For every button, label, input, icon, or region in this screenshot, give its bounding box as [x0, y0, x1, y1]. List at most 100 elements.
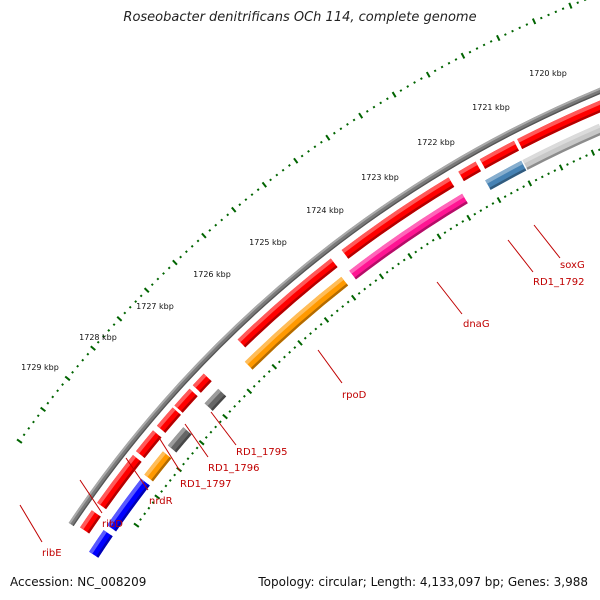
ring-dot: [475, 47, 479, 50]
ring-dot: [61, 383, 64, 386]
ring-dot: [81, 358, 85, 362]
ring-dot: [36, 414, 40, 418]
ring-dot: [346, 300, 350, 304]
ring-dot: [252, 384, 256, 388]
ring-dot: [242, 394, 246, 398]
ring-dot: [151, 501, 155, 504]
ring-major-tick: [222, 413, 228, 420]
ring-dot: [107, 329, 111, 332]
ring-major-tick: [466, 214, 472, 221]
label-leader-line: [533, 224, 561, 259]
gene-block-g: [458, 161, 481, 182]
ring-major-tick: [325, 134, 331, 141]
gene-block-f: [341, 177, 455, 259]
label-leader-line: [184, 423, 209, 458]
ring-dot: [413, 81, 416, 84]
gene-block-i: [517, 100, 600, 149]
ring-dot: [420, 77, 423, 80]
ring-dot: [96, 340, 100, 344]
ring-dot: [76, 364, 80, 368]
ring-dot: [357, 291, 361, 295]
ring-major-tick: [64, 375, 71, 382]
ring-dot: [504, 33, 507, 36]
ring-dot: [534, 178, 538, 182]
ring-dot: [168, 479, 172, 482]
ring-dot: [147, 506, 151, 510]
ring-major-tick: [133, 522, 140, 528]
label-leader-line: [210, 411, 237, 446]
scale-label: 1720 kbp: [529, 69, 567, 78]
ring-dot: [156, 277, 160, 281]
ring-dot: [288, 350, 292, 354]
ring-dot: [204, 436, 208, 439]
ring-dot: [195, 446, 199, 450]
ring-dot: [346, 122, 349, 126]
ring-major-tick: [90, 345, 96, 351]
inner-dotted-ring: [133, 148, 600, 528]
ring-major-tick: [271, 363, 278, 370]
ring-dot: [196, 239, 200, 243]
ring-dot: [332, 131, 336, 135]
ring-dot: [102, 334, 105, 338]
ring-dot: [32, 420, 35, 424]
gene-ribD: [107, 478, 150, 532]
ring-major-tick: [261, 181, 268, 188]
ring-dot: [275, 173, 279, 177]
ring-dot: [300, 154, 304, 158]
ring-major-tick: [198, 439, 205, 446]
scale-label: 1727 kbp: [136, 302, 174, 311]
ring-dot: [307, 149, 310, 153]
ring-dot: [374, 279, 378, 282]
gene-block-e: [237, 258, 338, 348]
ring-dot: [547, 13, 550, 17]
ring-major-tick: [154, 494, 161, 500]
gene-block-a: [136, 430, 162, 459]
ring-dot: [262, 375, 266, 378]
ring-dot: [209, 430, 213, 434]
ring-dot: [341, 305, 345, 308]
ring-dot: [572, 160, 576, 163]
gene-block-c: [174, 388, 198, 413]
ring-dot: [511, 29, 514, 33]
ring-dot: [554, 10, 558, 14]
ring-dot: [22, 433, 26, 437]
ring-dot: [184, 250, 188, 254]
ring-dot: [431, 238, 435, 242]
ring-dot: [365, 109, 369, 113]
topology-summary: Topology: circular; Length: 4,133,097 bp…: [258, 575, 588, 589]
ring-dot: [313, 145, 317, 149]
ring-dot: [293, 346, 297, 349]
ring-dot: [461, 220, 465, 223]
ring-dot: [372, 105, 376, 109]
ring-dot: [182, 462, 185, 466]
ring-major-tick: [436, 233, 442, 240]
gene-ribE: [89, 530, 113, 558]
label-leader-line: [507, 239, 534, 273]
scale-label: 1723 kbp: [361, 173, 399, 182]
ring-dot: [226, 213, 230, 217]
ring-dot: [228, 410, 232, 413]
ring-major-tick: [246, 388, 253, 395]
ring-major-tick: [297, 339, 303, 346]
gene-label: ribE: [42, 548, 62, 559]
ring-dot: [485, 205, 489, 209]
gene-soxG: [522, 123, 600, 170]
ring-major-tick: [116, 316, 123, 322]
accession-text: Accession: NC_008209: [10, 575, 147, 589]
ring-dot: [214, 425, 218, 429]
ring-dot: [368, 283, 372, 287]
ring-dot: [406, 85, 410, 88]
ring-dot: [447, 61, 451, 65]
gene-label: RD1_1795: [236, 447, 287, 458]
ring-dot: [399, 89, 403, 92]
ring-dot: [112, 323, 116, 327]
ring-major-tick: [201, 232, 207, 239]
ring-dot: [386, 97, 389, 101]
ring-dot: [561, 7, 565, 11]
ring-dot: [319, 323, 323, 326]
ring-dot: [540, 175, 544, 179]
ring-dot: [352, 118, 356, 122]
gene-block-d: [192, 373, 212, 393]
ring-dot: [440, 65, 444, 69]
gene-features: [80, 100, 600, 558]
